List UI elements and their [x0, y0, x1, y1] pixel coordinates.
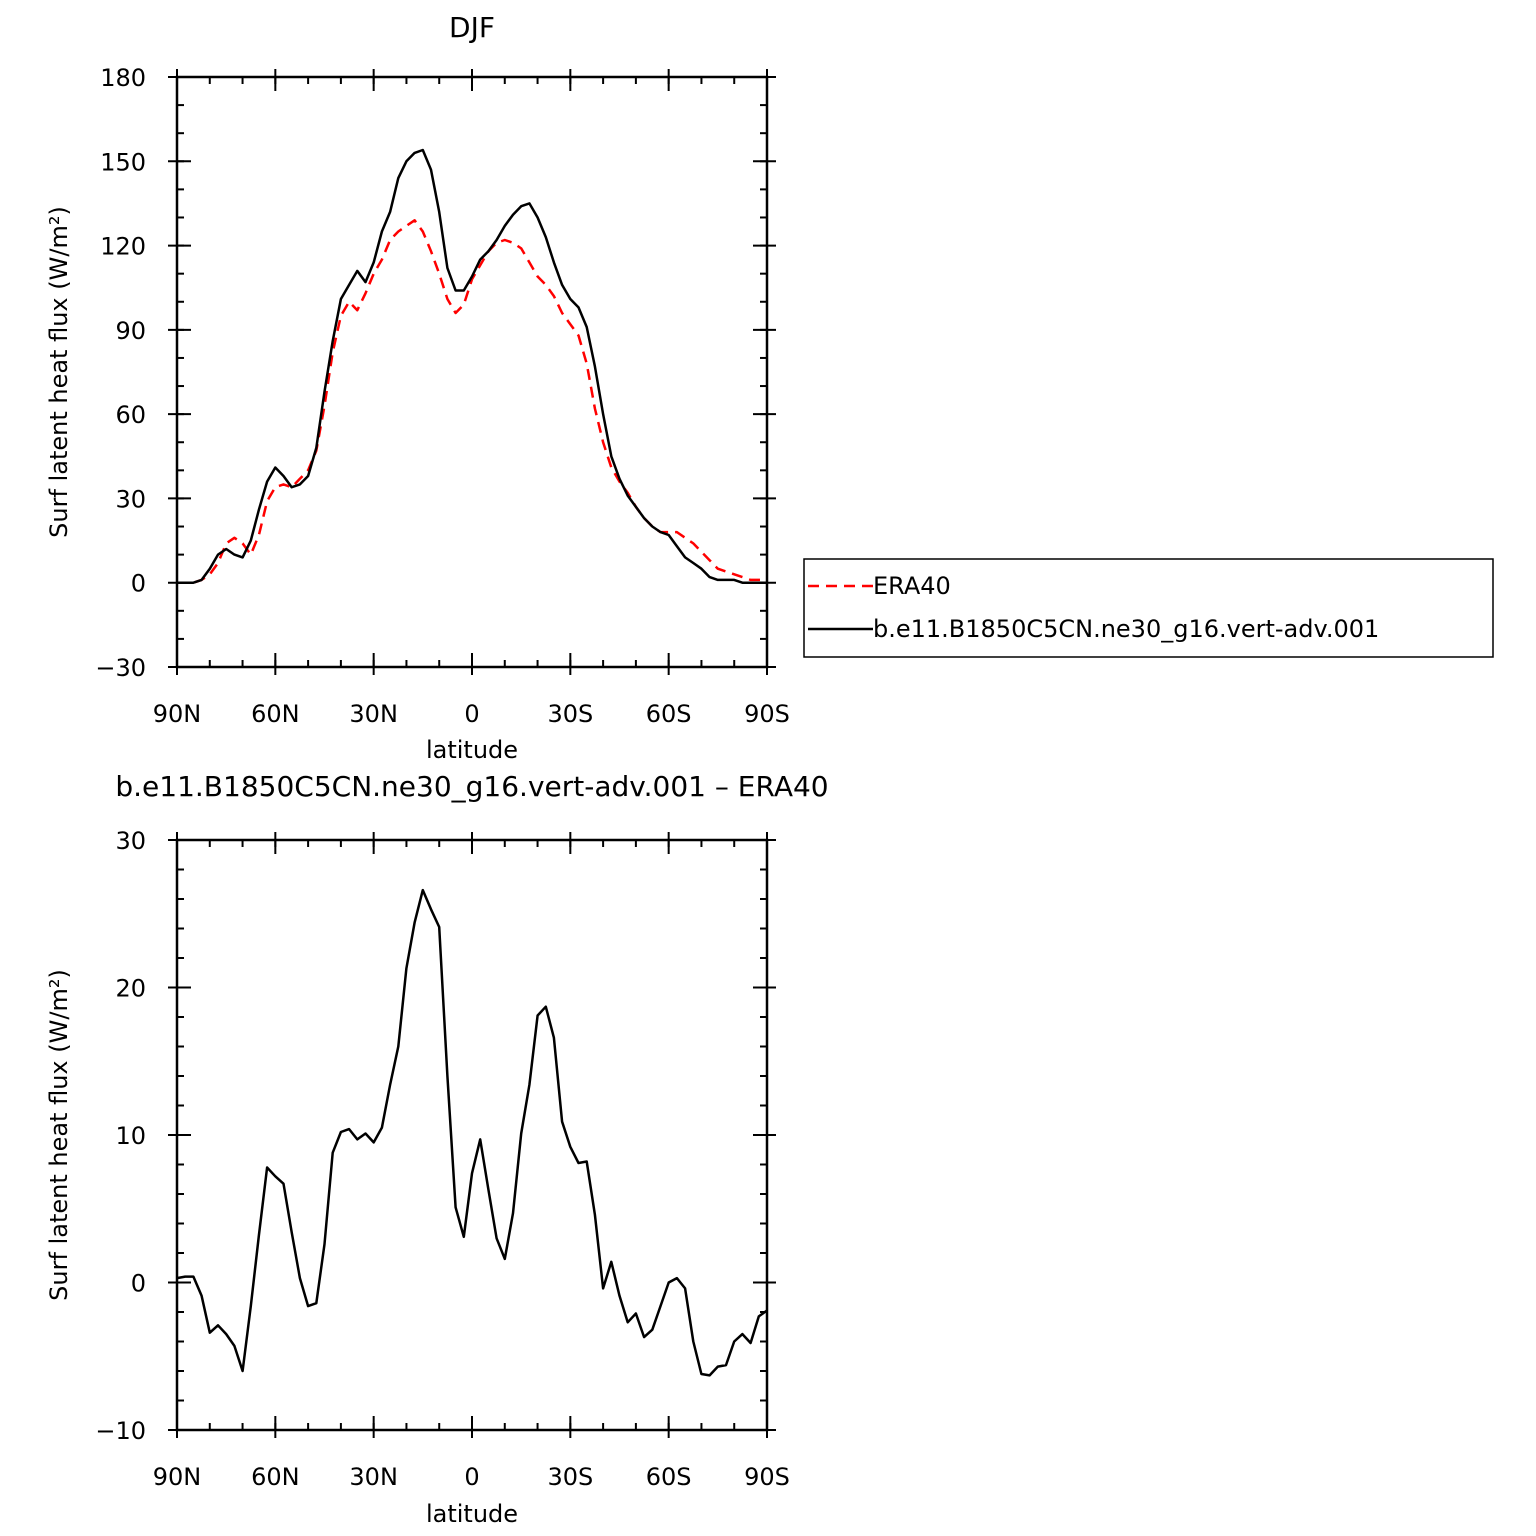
y-tick-label: 120: [100, 233, 146, 261]
y-tick-label: 30: [115, 485, 146, 513]
bottom-y-tick-labels: −10 0 10 20 30: [95, 827, 146, 1445]
series-line-era40: [177, 219, 767, 584]
top-x-tick-labels: 90N 60N 30N 0 30S 60S 90S: [153, 700, 790, 728]
series-line-difference: [176, 888, 768, 1377]
y-tick-label: 60: [115, 401, 146, 429]
top-chart-title: DJF: [449, 11, 495, 44]
x-tick-label: 60S: [646, 1463, 692, 1491]
legend-box: [803, 558, 1494, 658]
y-tick-label: 30: [115, 827, 146, 855]
bottom-series-lines: [176, 888, 768, 1377]
y-tick-label: 150: [100, 148, 146, 176]
x-tick-label: 0: [464, 700, 479, 728]
bottom-x-axis-label: latitude: [426, 1500, 518, 1528]
top-series-lines: [177, 148, 767, 584]
y-tick-label: −30: [95, 654, 146, 682]
top-plot-frame: [175, 75, 769, 669]
x-tick-label: 30S: [547, 1463, 593, 1491]
series-line-model: [177, 148, 767, 584]
x-tick-label: 30N: [349, 1463, 398, 1491]
top-x-axis-label: latitude: [426, 736, 518, 764]
y-tick-label: 20: [115, 975, 146, 1003]
x-tick-label: 0: [464, 1463, 479, 1491]
bottom-axes-ticks: [168, 832, 776, 1438]
x-tick-label: 60N: [251, 700, 300, 728]
y-tick-label: 10: [115, 1122, 146, 1150]
y-tick-label: −10: [95, 1417, 146, 1445]
x-tick-label: 90S: [744, 700, 790, 728]
bottom-panel: b.e11.B1850C5CN.ne30_g16.vert-adv.001 – …: [45, 770, 829, 1528]
x-tick-label: 90S: [744, 1463, 790, 1491]
legend-label-era40: ERA40: [873, 572, 951, 600]
x-tick-label: 30N: [349, 700, 398, 728]
y-tick-label: 90: [115, 317, 146, 345]
x-tick-label: 60S: [646, 700, 692, 728]
y-tick-label: 180: [100, 64, 146, 92]
top-panel: DJF 90N 60N 30N 0 30S 60S 90S −30 0 30 60 90 120 150…: [45, 11, 790, 764]
top-y-axis-label: Surf latent heat flux (W/m²): [45, 206, 73, 538]
x-tick-label: 90N: [153, 700, 202, 728]
bottom-y-axis-label: Surf latent heat flux (W/m²): [45, 969, 73, 1301]
x-tick-label: 60N: [251, 1463, 300, 1491]
y-tick-label: 0: [131, 1270, 146, 1298]
bottom-plot-frame: [175, 838, 769, 1432]
bottom-chart-title: b.e11.B1850C5CN.ne30_g16.vert-adv.001 – …: [115, 770, 828, 803]
top-y-tick-labels: −30 0 30 60 90 120 150 180: [95, 64, 146, 682]
x-tick-label: 30S: [547, 700, 593, 728]
legend-label-model: b.e11.B1850C5CN.ne30_g16.vert-adv.001: [873, 615, 1379, 643]
bottom-x-tick-labels: 90N 60N 30N 0 30S 60S 90S: [153, 1463, 790, 1491]
x-tick-label: 90N: [153, 1463, 202, 1491]
y-tick-label: 0: [131, 570, 146, 598]
top-axes-ticks: [168, 69, 776, 675]
legend: ERA40 b.e11.B1850C5CN.ne30_g16.vert-adv.…: [803, 558, 1494, 658]
